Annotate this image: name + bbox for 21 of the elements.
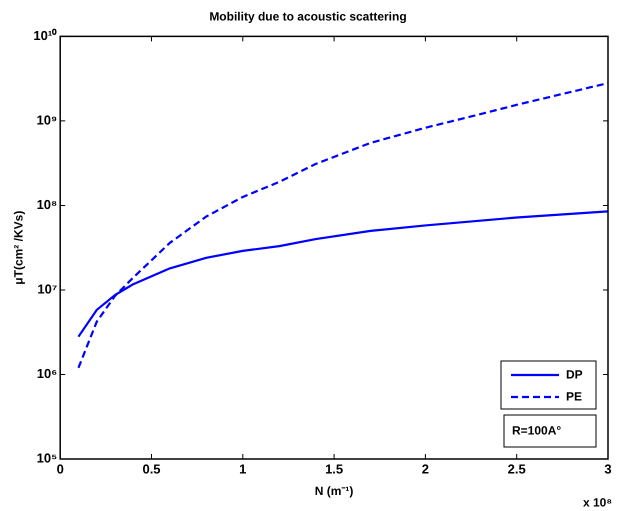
y-tick-label: 10⁸ bbox=[36, 197, 58, 212]
x-tick-label: 2 bbox=[422, 461, 430, 476]
y-tick-label: 10⁶ bbox=[36, 366, 58, 382]
chart-title: Mobility due to acoustic scattering bbox=[209, 10, 407, 24]
y-axis-title: μT(cm² /KVs) bbox=[12, 210, 26, 285]
x-tick-label: 2.5 bbox=[508, 461, 526, 476]
x-tick-label: 1 bbox=[239, 461, 246, 476]
line-series bbox=[77, 82, 608, 369]
x-tick-label: 0.5 bbox=[142, 461, 161, 476]
x-tick-label: 1.5 bbox=[325, 461, 344, 476]
annotation: R=100A° bbox=[512, 423, 562, 438]
y-tick-label: 10⁵ bbox=[36, 450, 58, 466]
y-tick-label: 10⁹ bbox=[36, 112, 58, 128]
x-tick-label: 0 bbox=[56, 461, 64, 476]
legend-label: PE bbox=[566, 389, 582, 404]
y-tick-label: 10⁷ bbox=[37, 282, 58, 297]
x-tick-label: 3 bbox=[604, 461, 612, 476]
legend-label: DP bbox=[566, 367, 583, 382]
x-axis-title: N (m⁻¹) bbox=[314, 484, 354, 498]
text: x 10⁸ bbox=[582, 495, 612, 510]
y-tick-label: 10¹⁰ bbox=[33, 28, 58, 43]
